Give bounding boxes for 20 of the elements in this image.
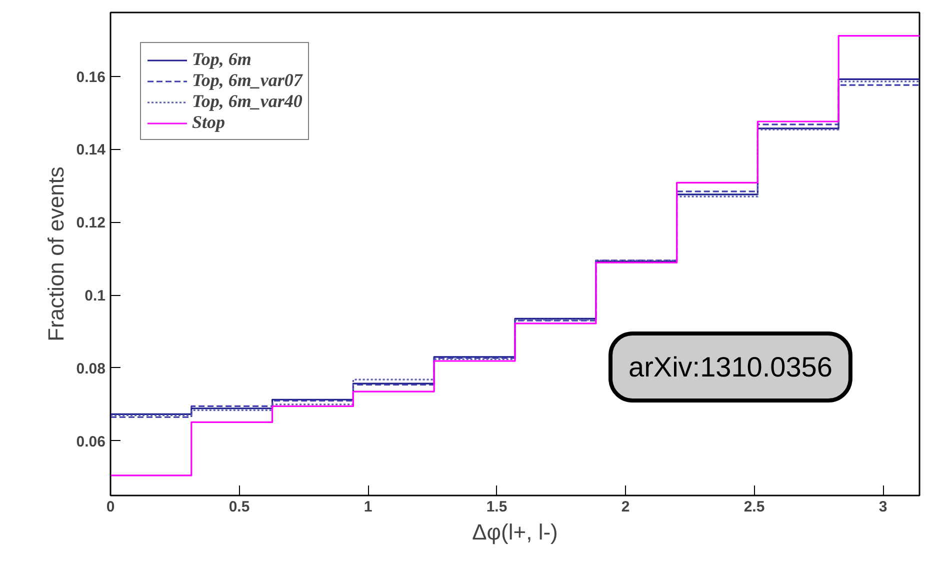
y-tick-label: 0.06 <box>76 433 106 450</box>
x-tick-label: 2 <box>621 498 630 516</box>
y-axis-title: Fraction of events <box>43 166 68 342</box>
x-tick-label: 1 <box>364 498 372 516</box>
legend-label: Top, 6m <box>192 49 252 70</box>
x-tick-label: 0.5 <box>228 498 250 516</box>
y-tick-label: 0.14 <box>76 142 106 159</box>
legend-label: Top, 6m_var40 <box>192 91 302 112</box>
y-tick-label: 0.08 <box>76 360 106 378</box>
x-tick-label: 1.5 <box>486 498 508 516</box>
y-tick-label: 0.1 <box>84 288 106 305</box>
x-tick-label: 2.5 <box>744 498 765 516</box>
y-tick-label: 0.16 <box>76 68 106 86</box>
x-axis-title: Δφ(l+, l-) <box>472 520 558 544</box>
legend-label: Stop <box>192 112 226 133</box>
legend-label: Top, 6m_var07 <box>192 70 302 91</box>
y-tick-label: 0.12 <box>76 214 106 232</box>
annotation: arXiv:1310.0356 <box>628 352 832 382</box>
x-tick-label: 3 <box>878 498 888 516</box>
x-tick-label: 0 <box>106 498 115 516</box>
